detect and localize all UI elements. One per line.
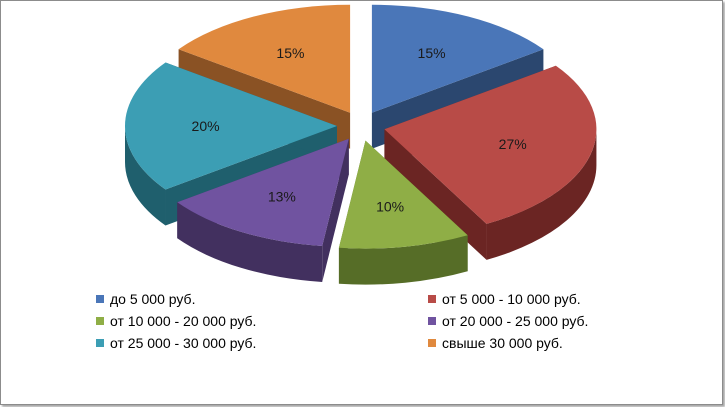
slice-top <box>125 62 337 190</box>
legend-label: от 5 000 - 10 000 руб. <box>442 291 581 307</box>
legend-item: от 5 000 - 10 000 руб. <box>428 290 656 308</box>
data-label: 15% <box>276 45 304 61</box>
legend-swatch <box>428 317 436 325</box>
legend-label: от 20 000 - 25 000 руб. <box>442 313 589 329</box>
slice-side <box>384 129 487 260</box>
legend-label: до 5 000 руб. <box>110 291 196 307</box>
data-label: 10% <box>376 198 404 214</box>
slice-rim <box>338 235 468 285</box>
slice-top <box>338 140 468 249</box>
legend-swatch <box>96 339 104 347</box>
pie-slice <box>177 138 349 282</box>
data-label: 13% <box>268 188 296 204</box>
legend-swatch <box>96 317 104 325</box>
legend-item: до 5 000 руб. <box>96 290 428 308</box>
slice-top <box>384 65 597 224</box>
slice-rim <box>177 202 323 282</box>
legend-label: от 10 000 - 20 000 руб. <box>110 313 257 329</box>
slice-rim <box>125 126 166 226</box>
legend-label: свыше 30 000 руб. <box>442 335 563 351</box>
legend-swatch <box>428 295 436 303</box>
pie-slice <box>384 65 597 260</box>
legend-item: от 20 000 - 25 000 руб. <box>428 312 656 330</box>
legend-item: от 10 000 - 20 000 руб. <box>96 312 428 330</box>
data-label: 15% <box>418 45 446 61</box>
pie-slices: 15% 27% 10% 13% 20% 15% <box>125 4 597 285</box>
pie-slice <box>338 140 468 285</box>
slice-top <box>177 138 349 246</box>
legend-swatch <box>428 339 436 347</box>
slice-top <box>178 4 351 113</box>
legend-item: от 25 000 - 30 000 руб. <box>96 334 428 352</box>
legend-label: от 25 000 - 30 000 руб. <box>110 335 257 351</box>
legend-item: свыше 30 000 руб. <box>428 334 656 352</box>
data-label: 20% <box>192 118 220 134</box>
slice-top <box>371 4 544 113</box>
data-label: 27% <box>499 136 527 152</box>
legend: до 5 000 руб. от 5 000 - 10 000 руб. от … <box>96 290 656 352</box>
slice-rim <box>486 129 597 260</box>
legend-swatch <box>96 295 104 303</box>
